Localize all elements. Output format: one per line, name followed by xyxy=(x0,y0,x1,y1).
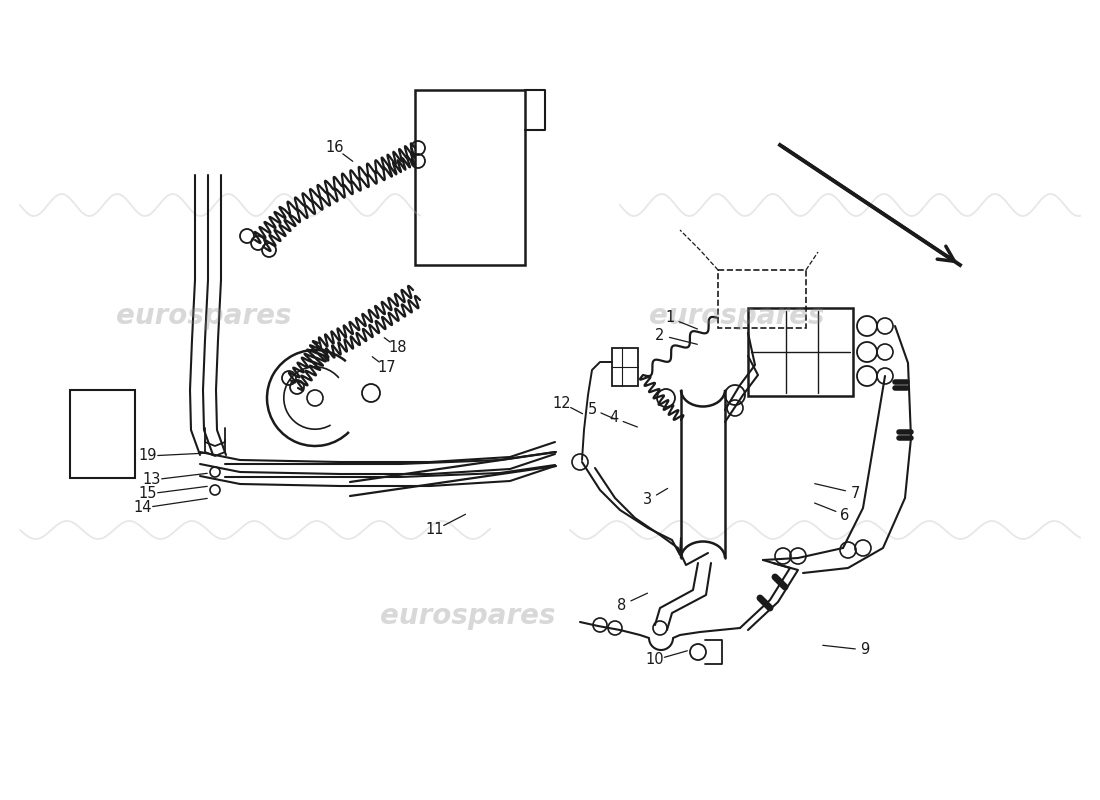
Text: 18: 18 xyxy=(388,341,407,355)
Text: eurospares: eurospares xyxy=(379,602,556,630)
Text: eurospares: eurospares xyxy=(649,302,825,330)
Bar xyxy=(612,348,638,386)
Text: 14: 14 xyxy=(134,501,152,515)
Text: 16: 16 xyxy=(326,141,344,155)
Text: 15: 15 xyxy=(139,486,157,502)
Text: 6: 6 xyxy=(840,507,849,522)
Text: 17: 17 xyxy=(377,361,396,375)
Text: 7: 7 xyxy=(850,486,860,501)
Text: 10: 10 xyxy=(646,653,664,667)
Text: 9: 9 xyxy=(860,642,870,658)
Bar xyxy=(748,308,852,396)
Text: 11: 11 xyxy=(426,522,444,538)
Text: 8: 8 xyxy=(617,598,627,613)
Bar xyxy=(70,390,135,478)
Text: 12: 12 xyxy=(552,395,571,410)
Text: 5: 5 xyxy=(587,402,596,417)
Text: 2: 2 xyxy=(656,327,664,342)
Text: 13: 13 xyxy=(143,473,162,487)
Text: 1: 1 xyxy=(666,310,674,326)
Bar xyxy=(718,270,806,328)
Text: eurospares: eurospares xyxy=(116,302,292,330)
Text: 3: 3 xyxy=(644,493,652,507)
Bar xyxy=(415,90,525,265)
Text: 19: 19 xyxy=(139,449,157,463)
Text: 4: 4 xyxy=(609,410,618,426)
